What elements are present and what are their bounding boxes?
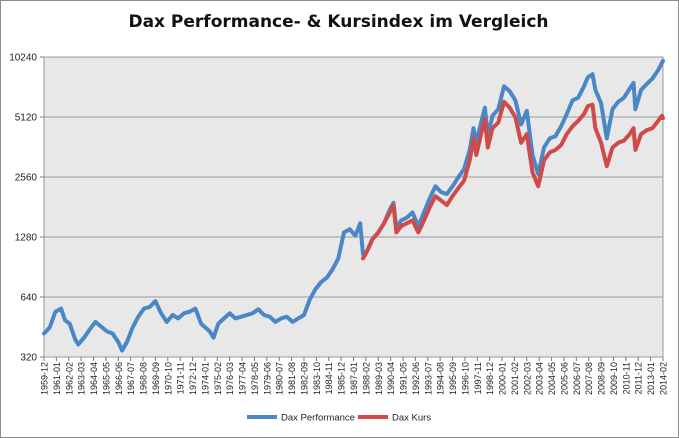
x-tick-label: 1992-06 — [411, 362, 421, 395]
y-tick-label: 2560 — [15, 173, 38, 184]
x-tick-label: 2000-01 — [498, 362, 508, 395]
chart-title: Dax Performance- & Kursindex im Vergleic… — [128, 12, 549, 32]
x-tick-label: 1996-10 — [460, 362, 470, 395]
x-tick-label: 1985-12 — [337, 362, 347, 395]
x-tick-label: 2007-08 — [584, 362, 594, 395]
x-tick-label: 2006-07 — [572, 362, 582, 395]
x-tick-label: 1971-11 — [176, 362, 186, 394]
x-tick-label: 2002-03 — [522, 362, 532, 395]
x-tick-label: 2009-10 — [609, 362, 619, 395]
x-tick-label: 1966-06 — [114, 362, 124, 395]
x-tick-label: 2003-04 — [535, 362, 545, 395]
x-tick-label: 1969-09 — [151, 362, 161, 395]
x-tick-label: 1976-03 — [225, 362, 235, 395]
x-tick-label: 2008-09 — [597, 362, 607, 395]
x-tick-label: 1978-05 — [250, 362, 260, 395]
x-tick-label: 2013-01 — [646, 362, 656, 395]
x-tick-label: 1970-10 — [163, 362, 173, 395]
legend-label: Dax Kurs — [392, 413, 431, 424]
x-tick-label: 1981-08 — [287, 362, 297, 395]
x-tick-label: 1967-07 — [126, 362, 136, 395]
x-tick-label: 1997-11 — [473, 362, 483, 394]
x-tick-label: 2010-11 — [621, 362, 631, 394]
x-tick-label: 1980-07 — [275, 362, 285, 395]
x-tick-label: 1995-09 — [448, 362, 458, 395]
x-tick-label: 1968-08 — [139, 362, 149, 395]
x-tick-label: 2014-02 — [659, 362, 669, 395]
x-tick-label: 1979-06 — [262, 362, 272, 395]
x-tick-label: 1965-05 — [101, 362, 111, 395]
y-tick-label: 5120 — [15, 113, 38, 124]
x-tick-label: 1959-12 — [40, 362, 50, 395]
y-tick-label: 1280 — [15, 233, 38, 244]
x-tick-label: 1988-02 — [361, 362, 371, 395]
x-tick-label: 1990-04 — [386, 362, 396, 395]
x-tick-label: 1964-04 — [89, 362, 99, 395]
x-tick-label: 1962-02 — [64, 362, 74, 395]
x-tick-label: 1975-02 — [213, 362, 223, 395]
x-tick-label: 1989-03 — [374, 362, 384, 395]
x-tick-label: 1994-08 — [436, 362, 446, 395]
x-tick-label: 2001-02 — [510, 362, 520, 395]
x-tick-label: 2004-05 — [547, 362, 557, 395]
y-tick-label: 320 — [20, 353, 37, 364]
x-tick-label: 1983-10 — [312, 362, 322, 395]
x-tick-label: 1977-04 — [238, 362, 248, 395]
series-line-dax-kurs — [361, 99, 665, 261]
x-tick-label: 1963-03 — [77, 362, 87, 395]
x-tick-label: 1984-11 — [324, 362, 334, 394]
x-tick-label: 1972-12 — [188, 362, 198, 395]
x-tick-label: 2011-12 — [634, 362, 644, 394]
y-tick-label: 10240 — [9, 53, 37, 64]
x-tick-label: 1961-01 — [52, 362, 62, 395]
x-tick-label: 2005-06 — [559, 362, 569, 395]
x-tick-label: 1974-01 — [200, 362, 210, 395]
legend-label: Dax Performance — [281, 413, 355, 424]
x-tick-label: 1998-12 — [485, 362, 495, 395]
y-tick-label: 640 — [20, 293, 37, 304]
x-tick-label: 1982-09 — [299, 362, 309, 395]
x-tick-label: 1991-05 — [399, 362, 409, 395]
x-tick-label: 1993-07 — [423, 362, 433, 395]
x-tick-label: 1987-01 — [349, 362, 359, 395]
